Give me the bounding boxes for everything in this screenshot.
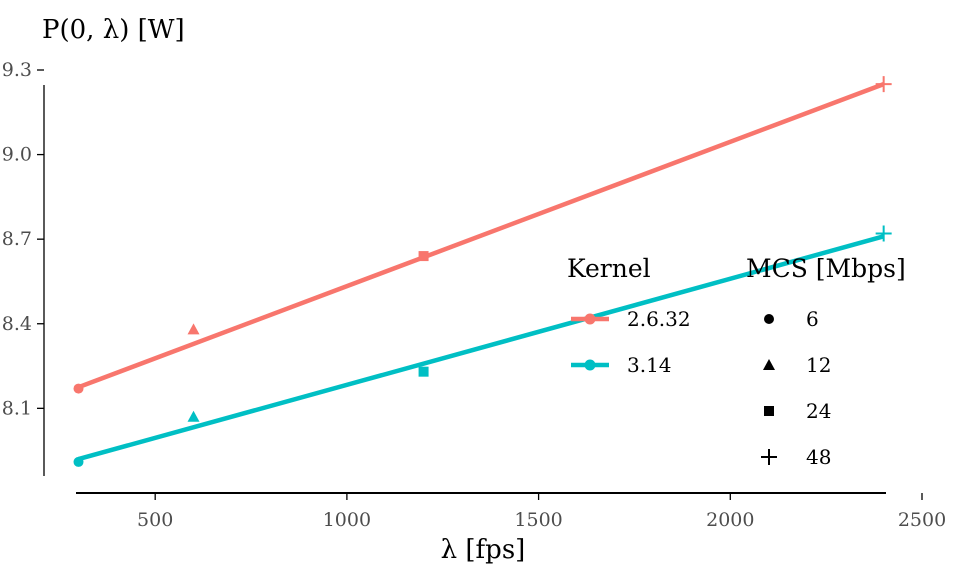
legend-mcs-title: MCS [Mbps] bbox=[746, 254, 906, 283]
legend-mcs-key-square bbox=[764, 406, 774, 416]
data-point bbox=[418, 366, 429, 377]
x-tick-label: 1500 bbox=[514, 509, 562, 531]
legend-kernel-entries: 2.6.32 3.14 bbox=[571, 307, 691, 377]
legend-mcs-label: 6 bbox=[806, 307, 819, 331]
y-tick-label: 8.1 bbox=[2, 397, 32, 419]
x-axis-ticks: 500 1000 1500 2000 2500 bbox=[137, 493, 946, 531]
legend-kernel-title: Kernel bbox=[567, 254, 651, 283]
x-tick-label: 2500 bbox=[898, 509, 946, 531]
legend-mcs-key-plus bbox=[761, 449, 777, 465]
data-point bbox=[875, 76, 892, 93]
data-point bbox=[73, 456, 84, 467]
legend-mcs-label: 48 bbox=[806, 445, 831, 469]
y-axis-title: P(0, λ) [W] bbox=[42, 15, 185, 45]
data-point bbox=[187, 410, 200, 422]
data-points bbox=[73, 76, 892, 467]
y-tick-label: 9.3 bbox=[2, 59, 32, 81]
fit-lines bbox=[77, 81, 885, 462]
x-tick-label: 1000 bbox=[323, 509, 371, 531]
x-tick-label: 2000 bbox=[706, 509, 754, 531]
fit-line-series-0 bbox=[77, 81, 885, 390]
legend-kernel-label: 2.6.32 bbox=[627, 307, 691, 331]
data-point bbox=[73, 383, 84, 394]
legend-mcs-key-triangle bbox=[763, 359, 775, 370]
legend-kernel-key-point bbox=[584, 359, 596, 371]
data-point bbox=[418, 251, 429, 262]
legend-mcs-label: 12 bbox=[806, 353, 831, 377]
legend-kernel-label: 3.14 bbox=[627, 353, 672, 377]
legend-mcs-label: 24 bbox=[806, 399, 831, 423]
x-axis-title: λ [fps] bbox=[441, 535, 526, 565]
y-axis-ticks: 8.1 8.4 8.7 9.0 9.3 bbox=[2, 59, 44, 419]
y-tick-label: 8.7 bbox=[2, 228, 32, 250]
legend-kernel-key-point bbox=[584, 313, 596, 325]
fit-line-series-1 bbox=[77, 234, 885, 462]
y-tick-label: 8.4 bbox=[2, 313, 32, 335]
x-tick-label: 500 bbox=[137, 509, 173, 531]
legend-mcs-key-circle bbox=[764, 314, 774, 324]
data-point bbox=[875, 225, 892, 242]
data-point bbox=[187, 323, 200, 335]
y-tick-label: 9.0 bbox=[2, 144, 32, 166]
legend: Kernel MCS [Mbps] 2.6.32 3.14 6 12 24 48 bbox=[567, 254, 906, 469]
legend-mcs-entries: 6 12 24 48 bbox=[761, 307, 831, 469]
